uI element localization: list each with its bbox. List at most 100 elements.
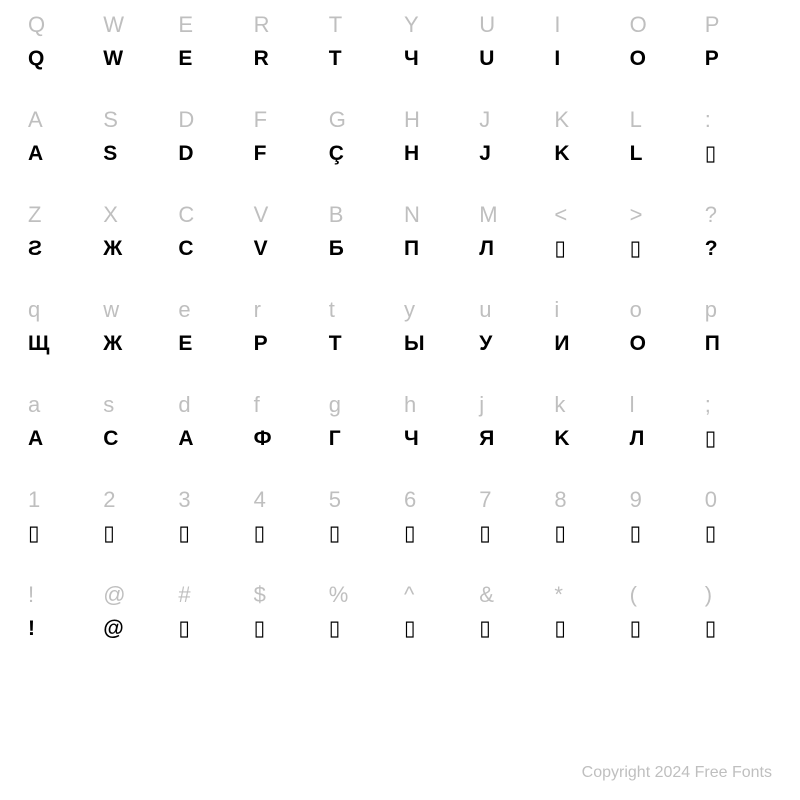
reference-char: f bbox=[254, 394, 260, 422]
glyph-cell: !! bbox=[28, 584, 103, 679]
glyph-cell: TT bbox=[329, 14, 404, 109]
glyph-cell: &▯ bbox=[479, 584, 554, 679]
glyph-cell: 2▯ bbox=[103, 489, 178, 584]
reference-char: N bbox=[404, 204, 420, 232]
reference-char: h bbox=[404, 394, 416, 422]
glyph-cell: pП bbox=[705, 299, 780, 394]
glyph-cell: qЩ bbox=[28, 299, 103, 394]
font-glyph: Ы bbox=[404, 333, 424, 354]
glyph-cell: yЫ bbox=[404, 299, 479, 394]
font-glyph: W bbox=[103, 48, 122, 69]
reference-char: Z bbox=[28, 204, 41, 232]
glyph-cell: $▯ bbox=[254, 584, 329, 679]
reference-char: L bbox=[630, 109, 642, 137]
font-glyph: ▯ bbox=[705, 143, 717, 164]
reference-char: g bbox=[329, 394, 341, 422]
glyph-cell: <▯ bbox=[554, 204, 629, 299]
reference-char: 5 bbox=[329, 489, 341, 517]
font-glyph: ▯ bbox=[103, 523, 115, 544]
font-glyph: P bbox=[254, 333, 268, 354]
glyph-cell: OO bbox=[630, 14, 705, 109]
reference-char: r bbox=[254, 299, 261, 327]
font-glyph: A bbox=[178, 428, 193, 449]
font-glyph: Ч bbox=[404, 48, 418, 69]
font-glyph: Б bbox=[329, 238, 344, 259]
font-glyph: ▯ bbox=[178, 618, 190, 639]
reference-char: 7 bbox=[479, 489, 491, 517]
reference-char: > bbox=[630, 204, 643, 232]
font-glyph: Q bbox=[28, 48, 44, 69]
glyph-cell: :▯ bbox=[705, 109, 780, 204]
font-glyph: Ж bbox=[103, 238, 121, 259]
reference-char: P bbox=[705, 14, 720, 42]
reference-char: F bbox=[254, 109, 267, 137]
reference-char: i bbox=[554, 299, 559, 327]
reference-char: R bbox=[254, 14, 270, 42]
reference-char: 2 bbox=[103, 489, 115, 517]
glyph-cell: YЧ bbox=[404, 14, 479, 109]
glyph-cell: PP bbox=[705, 14, 780, 109]
reference-char: p bbox=[705, 299, 717, 327]
font-glyph: ▯ bbox=[254, 523, 266, 544]
glyph-cell: 6▯ bbox=[404, 489, 479, 584]
glyph-cell: >▯ bbox=[630, 204, 705, 299]
font-glyph: ▯ bbox=[630, 618, 642, 639]
glyph-cell: QQ bbox=[28, 14, 103, 109]
reference-char: # bbox=[178, 584, 190, 612]
reference-char: 3 bbox=[178, 489, 190, 517]
font-glyph: E bbox=[178, 333, 192, 354]
reference-char: ! bbox=[28, 584, 34, 612]
reference-char: ( bbox=[630, 584, 637, 612]
glyph-cell: #▯ bbox=[178, 584, 253, 679]
reference-char: j bbox=[479, 394, 484, 422]
glyph-cell: sC bbox=[103, 394, 178, 489]
reference-char: : bbox=[705, 109, 711, 137]
reference-char: J bbox=[479, 109, 490, 137]
glyph-cell: WW bbox=[103, 14, 178, 109]
glyph-cell: BБ bbox=[329, 204, 404, 299]
font-glyph: ▯ bbox=[554, 618, 566, 639]
reference-char: % bbox=[329, 584, 349, 612]
reference-char: Y bbox=[404, 14, 419, 42]
footer-copyright: Copyright 2024 Free Fonts bbox=[582, 764, 772, 782]
font-glyph: Ч bbox=[404, 428, 418, 449]
font-glyph: Ф bbox=[254, 428, 271, 449]
glyph-cell: 4▯ bbox=[254, 489, 329, 584]
font-glyph: F bbox=[254, 143, 266, 164]
font-glyph: K bbox=[554, 428, 569, 449]
font-glyph: Щ bbox=[28, 333, 49, 354]
glyph-cell: 3▯ bbox=[178, 489, 253, 584]
glyph-cell: gГ bbox=[329, 394, 404, 489]
font-glyph: ▯ bbox=[404, 523, 416, 544]
glyph-cell: aA bbox=[28, 394, 103, 489]
font-glyph: ▯ bbox=[329, 523, 341, 544]
reference-char: T bbox=[329, 14, 342, 42]
font-glyph: A bbox=[28, 143, 43, 164]
font-glyph: ▯ bbox=[404, 618, 416, 639]
reference-char: 9 bbox=[630, 489, 642, 517]
font-glyph: Л bbox=[630, 428, 644, 449]
font-glyph: У bbox=[479, 333, 492, 354]
font-glyph: ▯ bbox=[630, 238, 642, 259]
font-glyph: T bbox=[329, 333, 341, 354]
font-glyph: П bbox=[404, 238, 419, 259]
font-glyph: ▯ bbox=[705, 428, 717, 449]
font-glyph: U bbox=[479, 48, 494, 69]
reference-char: o bbox=[630, 299, 642, 327]
glyph-cell: fФ bbox=[254, 394, 329, 489]
glyph-cell: kK bbox=[554, 394, 629, 489]
reference-char: W bbox=[103, 14, 124, 42]
font-glyph: ▯ bbox=[329, 618, 341, 639]
glyph-cell: uУ bbox=[479, 299, 554, 394]
font-glyph: ▯ bbox=[630, 523, 642, 544]
font-glyph: H bbox=[404, 143, 419, 164]
font-glyph: ▯ bbox=[554, 238, 566, 259]
font-glyph: E bbox=[178, 48, 192, 69]
reference-char: w bbox=[103, 299, 119, 327]
reference-char: @ bbox=[103, 584, 125, 612]
reference-char: U bbox=[479, 14, 495, 42]
glyph-cell: 8▯ bbox=[554, 489, 629, 584]
font-glyph: ▯ bbox=[254, 618, 266, 639]
font-glyph: O bbox=[630, 333, 646, 354]
reference-char: k bbox=[554, 394, 565, 422]
